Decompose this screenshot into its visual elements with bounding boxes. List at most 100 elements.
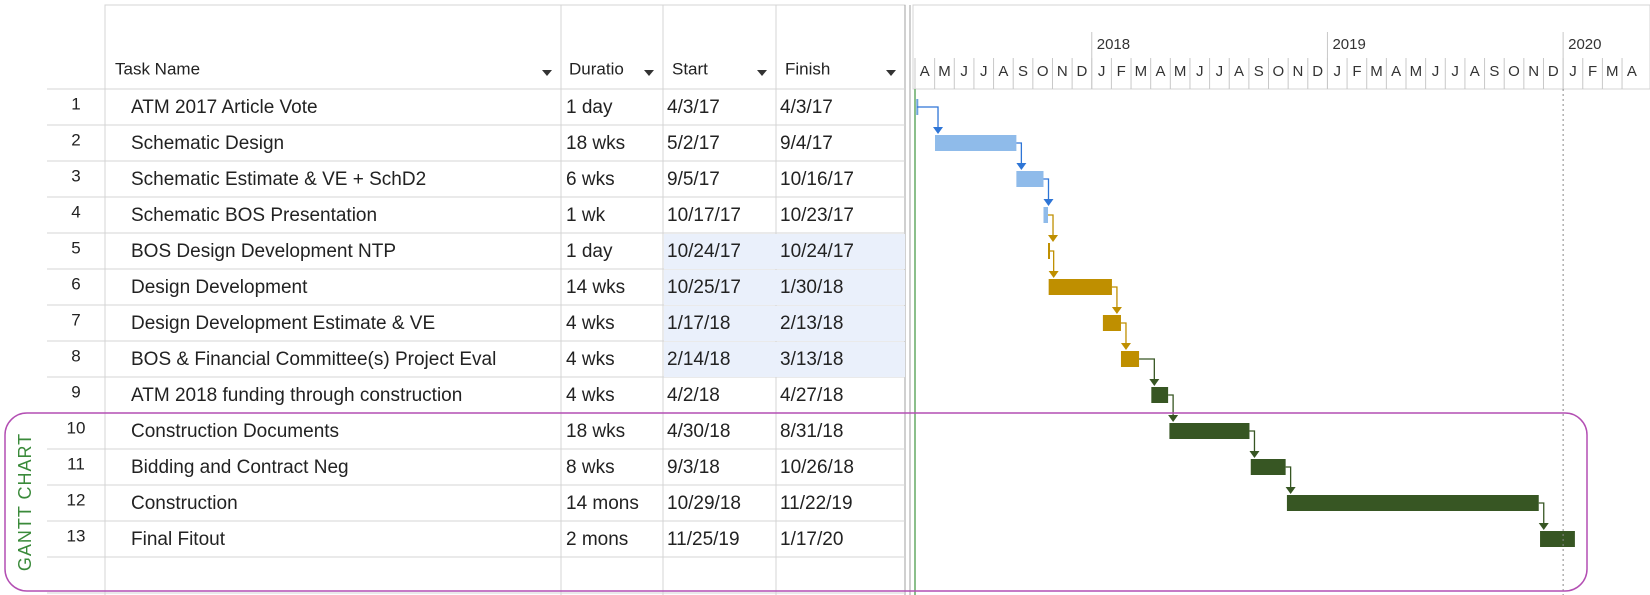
task-bar — [1120, 351, 1140, 367]
duration: 1 day — [566, 97, 613, 118]
dependency-link — [1139, 358, 1155, 380]
month-label: M — [1606, 63, 1619, 80]
task-bar — [1016, 171, 1044, 187]
month-label: D — [1312, 63, 1323, 80]
finish: 3/13/18 — [780, 349, 843, 370]
highlighted-cell — [664, 342, 905, 377]
month-label: A — [1627, 63, 1637, 80]
start: 1/17/18 — [667, 313, 730, 334]
month-label: A — [1155, 63, 1165, 80]
column-header: Finish — [785, 59, 830, 78]
month-label: O — [1508, 63, 1520, 80]
month-label: A — [998, 63, 1008, 80]
dependency-arrow — [1048, 271, 1059, 278]
column-dropdown[interactable] — [886, 70, 896, 76]
start: 10/24/17 — [667, 241, 741, 262]
duration: 18 wks — [566, 133, 625, 154]
dependency-link — [1285, 466, 1292, 488]
dependency-link — [1249, 430, 1256, 452]
dependency-arrow — [1149, 379, 1160, 386]
highlighted-cell — [664, 270, 905, 305]
row-number: 4 — [71, 202, 80, 221]
duration: 4 wks — [566, 349, 615, 370]
dependency-arrow — [1538, 523, 1549, 530]
task-name: ATM 2017 Article Vote — [131, 97, 318, 118]
timescale-header — [912, 4, 1650, 90]
column-dropdown[interactable] — [542, 70, 552, 76]
start: 9/3/18 — [667, 457, 720, 478]
dependency-arrow — [1048, 235, 1059, 242]
dependency-arrow — [933, 127, 944, 134]
highlighted-cell — [664, 306, 905, 341]
task-name: Final Fitout — [131, 529, 226, 550]
month-label: A — [920, 63, 930, 80]
dependency-link — [1048, 250, 1055, 272]
column-dropdown[interactable] — [644, 70, 654, 76]
dependency-link — [1120, 322, 1127, 344]
row-number: 1 — [71, 94, 80, 113]
task-bar — [1102, 315, 1121, 331]
dependency-link — [1538, 502, 1545, 524]
task-name: Construction — [131, 493, 238, 514]
row-number: 8 — [71, 346, 80, 365]
row-number: 11 — [67, 454, 85, 473]
month-label: M — [1410, 63, 1423, 80]
task-name: ATM 2018 funding through construction — [131, 385, 462, 406]
month-label: J — [980, 63, 988, 80]
dependency-arrow — [1120, 343, 1131, 350]
duration: 18 wks — [566, 421, 625, 442]
month-label: A — [1470, 63, 1480, 80]
month-label: N — [1293, 63, 1304, 80]
month-label: J — [1196, 63, 1204, 80]
finish: 10/16/17 — [780, 169, 854, 190]
row-number: 10 — [67, 418, 86, 437]
month-label: F — [1117, 63, 1126, 80]
month-label: F — [1588, 63, 1597, 80]
month-label: N — [1528, 63, 1539, 80]
duration: 1 day — [566, 241, 613, 262]
month-label: M — [938, 63, 951, 80]
month-label: D — [1077, 63, 1088, 80]
month-label: S — [1489, 63, 1499, 80]
duration: 4 wks — [566, 313, 615, 334]
column-header: Task Name — [115, 59, 200, 78]
month-label: D — [1548, 63, 1559, 80]
column-header: Start — [672, 59, 708, 78]
month-label: J — [1569, 63, 1577, 80]
row-number: 7 — [71, 310, 80, 329]
duration: 4 wks — [566, 385, 615, 406]
finish: 1/30/18 — [780, 277, 843, 298]
duration: 14 mons — [566, 493, 639, 514]
task-bar — [935, 135, 1017, 151]
column-dropdown[interactable] — [757, 70, 767, 76]
group-label: GANTT CHART — [15, 433, 35, 571]
group-outline — [4, 412, 1588, 592]
dependency-link — [916, 106, 939, 128]
year-label: 2020 — [1568, 36, 1601, 53]
task-bar — [1048, 279, 1112, 295]
task-bar — [1540, 531, 1575, 547]
month-label: M — [1174, 63, 1187, 80]
month-label: S — [1254, 63, 1264, 80]
task-name: Construction Documents — [131, 421, 339, 442]
month-label: J — [1334, 63, 1342, 80]
duration: 6 wks — [566, 169, 615, 190]
dependency-arrow — [1016, 163, 1027, 170]
dependency-arrow — [1249, 451, 1260, 458]
row-number: 3 — [71, 166, 80, 185]
finish: 9/4/17 — [780, 133, 833, 154]
finish: 4/3/17 — [780, 97, 833, 118]
month-label: A — [1234, 63, 1244, 80]
year-label: 2018 — [1097, 36, 1130, 53]
task-name: BOS & Financial Committee(s) Project Eva… — [131, 349, 496, 370]
start: 4/30/18 — [667, 421, 730, 442]
month-label: N — [1057, 63, 1068, 80]
finish: 1/17/20 — [780, 529, 843, 550]
month-label: O — [1037, 63, 1049, 80]
row-number: 5 — [71, 238, 80, 257]
month-label: J — [960, 63, 968, 80]
start: 10/17/17 — [667, 205, 741, 226]
task-name: Schematic Estimate & VE + SchD2 — [131, 169, 426, 190]
dependency-link — [1111, 286, 1118, 308]
